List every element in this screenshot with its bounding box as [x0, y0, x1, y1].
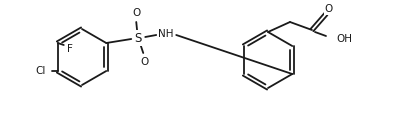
- Text: NH: NH: [158, 29, 173, 39]
- Text: S: S: [134, 32, 142, 44]
- Text: O: O: [132, 8, 140, 18]
- Text: O: O: [140, 57, 148, 67]
- Text: OH: OH: [335, 34, 351, 44]
- Text: F: F: [66, 44, 73, 54]
- Text: Cl: Cl: [36, 66, 46, 76]
- Text: O: O: [324, 4, 332, 14]
